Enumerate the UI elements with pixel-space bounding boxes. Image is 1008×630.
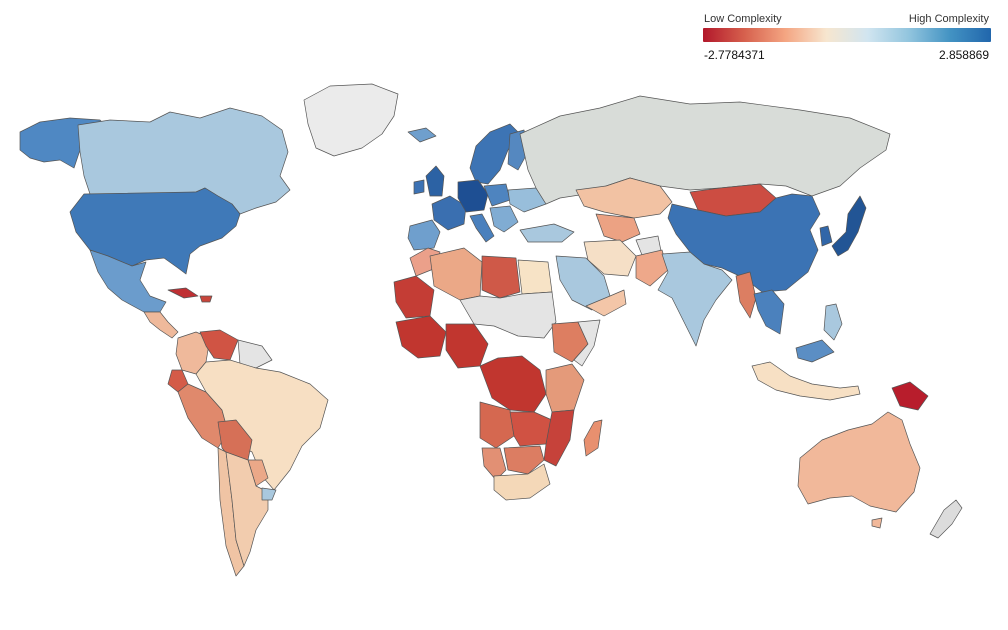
legend-min-value: -2.7784371 <box>704 48 765 62</box>
country-myanmar[interactable] <box>735 271 757 319</box>
country-greenland[interactable] <box>303 83 399 157</box>
country-korea[interactable] <box>819 225 833 247</box>
country-tasmania[interactable] <box>871 517 883 529</box>
country-yemen-oman[interactable] <box>585 289 627 317</box>
country-algeria[interactable] <box>429 247 483 301</box>
country-japan[interactable] <box>831 195 867 257</box>
country-turkey[interactable] <box>519 223 575 243</box>
country-iceland[interactable] <box>407 127 437 143</box>
country-papua-new-guinea[interactable] <box>891 381 929 411</box>
country-central-africa[interactable] <box>479 355 547 413</box>
country-india[interactable] <box>657 251 733 347</box>
country-indonesia[interactable] <box>751 361 861 401</box>
country-brazil[interactable] <box>195 359 329 491</box>
country-uk[interactable] <box>425 165 445 197</box>
country-botswana-zimbabwe[interactable] <box>503 445 545 475</box>
country-nigeria[interactable] <box>445 323 489 369</box>
country-central-america[interactable] <box>143 311 179 339</box>
country-somalia[interactable] <box>573 319 601 367</box>
country-namibia[interactable] <box>481 447 507 481</box>
country-zambia[interactable] <box>509 411 553 447</box>
country-australia[interactable] <box>797 411 921 513</box>
country-argentina[interactable] <box>225 451 269 567</box>
country-italy[interactable] <box>469 213 495 243</box>
country-germany[interactable] <box>457 179 489 213</box>
country-guianas[interactable] <box>237 339 273 369</box>
country-south-africa[interactable] <box>493 463 551 501</box>
country-mexico[interactable] <box>89 249 167 313</box>
country-kazakhstan[interactable] <box>575 177 673 219</box>
country-indochina[interactable] <box>753 289 785 335</box>
country-pakistan[interactable] <box>635 249 669 287</box>
legend-max-value: 2.858869 <box>938 48 989 62</box>
color-legend: Low Complexity High Complexity -2.778437… <box>703 12 991 64</box>
country-mauritania-mali[interactable] <box>393 275 435 319</box>
country-poland[interactable] <box>483 183 511 207</box>
country-kenya-tanzania[interactable] <box>545 363 585 413</box>
country-central-asia[interactable] <box>595 213 641 243</box>
country-angola[interactable] <box>479 401 515 449</box>
country-cuba[interactable] <box>167 287 199 299</box>
country-balkans[interactable] <box>489 205 519 233</box>
country-new-zealand[interactable] <box>929 499 963 539</box>
legend-low-label: Low Complexity <box>704 13 782 25</box>
country-libya[interactable] <box>481 255 521 299</box>
country-malaysia[interactable] <box>795 339 835 363</box>
legend-color-bar <box>703 28 991 42</box>
country-philippines[interactable] <box>823 303 843 341</box>
country-ukraine[interactable] <box>507 187 547 213</box>
legend-values: -2.7784371 2.858869 <box>703 48 991 64</box>
country-iberia[interactable] <box>407 219 441 251</box>
country-egypt[interactable] <box>517 259 553 295</box>
country-west-africa[interactable] <box>395 315 447 359</box>
legend-high-label: High Complexity <box>908 13 989 25</box>
country-ireland[interactable] <box>413 179 425 195</box>
country-niger-chad[interactable] <box>459 291 557 339</box>
country-haiti[interactable] <box>199 295 213 303</box>
country-russia[interactable] <box>519 95 891 205</box>
country-mozambique[interactable] <box>543 409 575 467</box>
country-madagascar[interactable] <box>583 419 603 457</box>
legend-labels: Low Complexity High Complexity <box>703 12 991 28</box>
country-uruguay[interactable] <box>261 487 277 501</box>
country-france[interactable] <box>431 195 467 231</box>
